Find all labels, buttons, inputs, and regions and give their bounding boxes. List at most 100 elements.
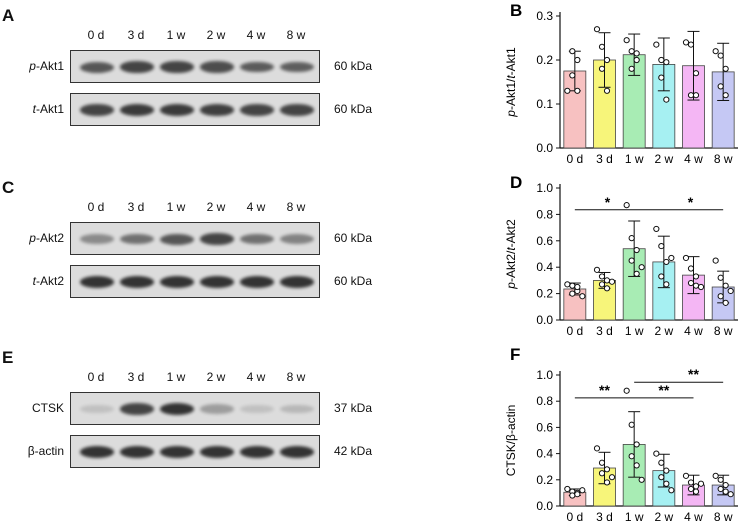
data-point: [682, 39, 690, 46]
data-point: [658, 459, 665, 466]
data-point: [687, 41, 695, 48]
lane-label: 0 d: [87, 370, 105, 384]
data-point: [712, 257, 719, 264]
panel-letter: B: [510, 1, 522, 20]
x-tick-label: 2 w: [654, 324, 673, 338]
data-point: [608, 474, 616, 481]
x-tick-label: 4 w: [684, 324, 703, 338]
y-tick-label: 0.3: [536, 9, 553, 23]
blot-band: [280, 234, 314, 244]
x-tick-label: 4 w: [684, 510, 703, 524]
data-point: [623, 387, 630, 394]
data-point: [593, 26, 601, 33]
data-point: [722, 92, 729, 99]
data-point: [687, 279, 695, 287]
data-point: [633, 441, 640, 448]
data-point: [574, 491, 581, 498]
data-point: [712, 472, 719, 479]
data-point: [579, 487, 586, 494]
lane-label: 1 w: [166, 200, 186, 214]
data-point: [682, 254, 690, 262]
lane-label: 4 w: [246, 28, 266, 42]
data-point: [569, 282, 576, 289]
data-point: [663, 96, 670, 103]
kda-label: 60 kDa: [334, 231, 373, 245]
data-point: [598, 43, 606, 50]
data-point: [727, 491, 734, 498]
data-point: [633, 50, 640, 57]
x-tick-label: 2 w: [654, 152, 673, 166]
x-tick-label: 1 w: [625, 324, 644, 338]
blot-band: [160, 276, 194, 288]
blot-band: [160, 61, 194, 73]
y-axis-label-part: p: [504, 282, 518, 290]
blot-row-prefix: t: [32, 274, 36, 288]
data-point: [633, 462, 640, 469]
lane-label: 1 w: [166, 28, 186, 42]
data-point: [574, 56, 581, 64]
data-point: [564, 281, 571, 288]
blot-row-label: p-Akt2: [8, 231, 64, 245]
x-tick-label: 1 w: [625, 510, 644, 524]
lane-label: 3 d: [127, 200, 145, 214]
data-point: [663, 480, 670, 487]
blot-row-label: β-actin: [8, 444, 64, 458]
data-point: [628, 65, 635, 72]
data-point: [717, 476, 724, 483]
data-point: [687, 265, 695, 272]
blot-row-label: p-Akt1: [8, 59, 64, 73]
blot-band: [120, 276, 154, 288]
y-axis-label-part: -Akt1: [504, 47, 518, 75]
data-point: [603, 277, 611, 284]
blot-row-name: CTSK: [31, 401, 64, 415]
data-point: [722, 65, 729, 72]
y-tick-label: 0.8: [536, 394, 553, 408]
kda-label: 42 kDa: [334, 444, 373, 458]
kda-label: 60 kDa: [334, 102, 373, 116]
data-point: [593, 445, 601, 452]
data-point: [608, 278, 616, 285]
significance-label: *: [605, 194, 611, 210]
y-axis-label-part: -Akt1/: [504, 78, 518, 110]
lane-label: 1 w: [166, 370, 186, 384]
y-axis-label: CTSK/β-actin: [504, 405, 518, 477]
data-point: [598, 470, 606, 477]
y-tick-label: 0.4: [536, 260, 553, 274]
data-point: [697, 283, 705, 291]
blot-band: [240, 104, 274, 116]
data-point: [574, 87, 581, 94]
panel-letter: E: [2, 348, 14, 367]
blot-row-prefix: p: [29, 59, 36, 73]
data-point: [717, 52, 724, 59]
significance-label: **: [688, 366, 699, 382]
data-point: [628, 235, 635, 242]
data-point: [722, 299, 729, 306]
data-point: [722, 481, 729, 489]
blot-row-name: β-actin: [27, 444, 64, 458]
blot-row-prefix: t: [32, 102, 36, 116]
chart-panel: B 0.0 0.1 0.2 0.3 p-Akt1/t-Akt1 0 d 3 d 1 w 2 w 4 …: [504, 1, 738, 166]
blot-band: [80, 104, 114, 116]
x-tick-label: 8 w: [714, 324, 733, 338]
data-point: [727, 287, 734, 295]
blot-row-label: t-Akt2: [8, 274, 64, 288]
data-point: [628, 48, 635, 55]
y-axis-label-part: p: [504, 110, 518, 118]
lane-label: 2 w: [206, 370, 226, 384]
chart-panel: F 0.0 0.2 0.4 0.6 0.8 1.0 CTSK/β-actin 0 d 3 d 1 w…: [504, 345, 738, 524]
y-axis-label-part: t: [504, 75, 518, 79]
data-point: [653, 450, 660, 457]
blot-band: [200, 276, 234, 288]
data-point: [692, 92, 700, 99]
data-point: [574, 283, 581, 291]
lane-label: 8 w: [286, 28, 306, 42]
data-point: [658, 74, 665, 81]
blot-strip: [70, 265, 320, 298]
data-point: [633, 270, 640, 277]
lane-label: 0 d: [87, 200, 105, 214]
x-tick-label: 0 d: [566, 510, 583, 524]
panel-letter: D: [510, 173, 522, 192]
lane-label: 4 w: [246, 370, 266, 384]
blot-row-name: -Akt2: [35, 231, 64, 245]
data-point: [658, 474, 665, 481]
